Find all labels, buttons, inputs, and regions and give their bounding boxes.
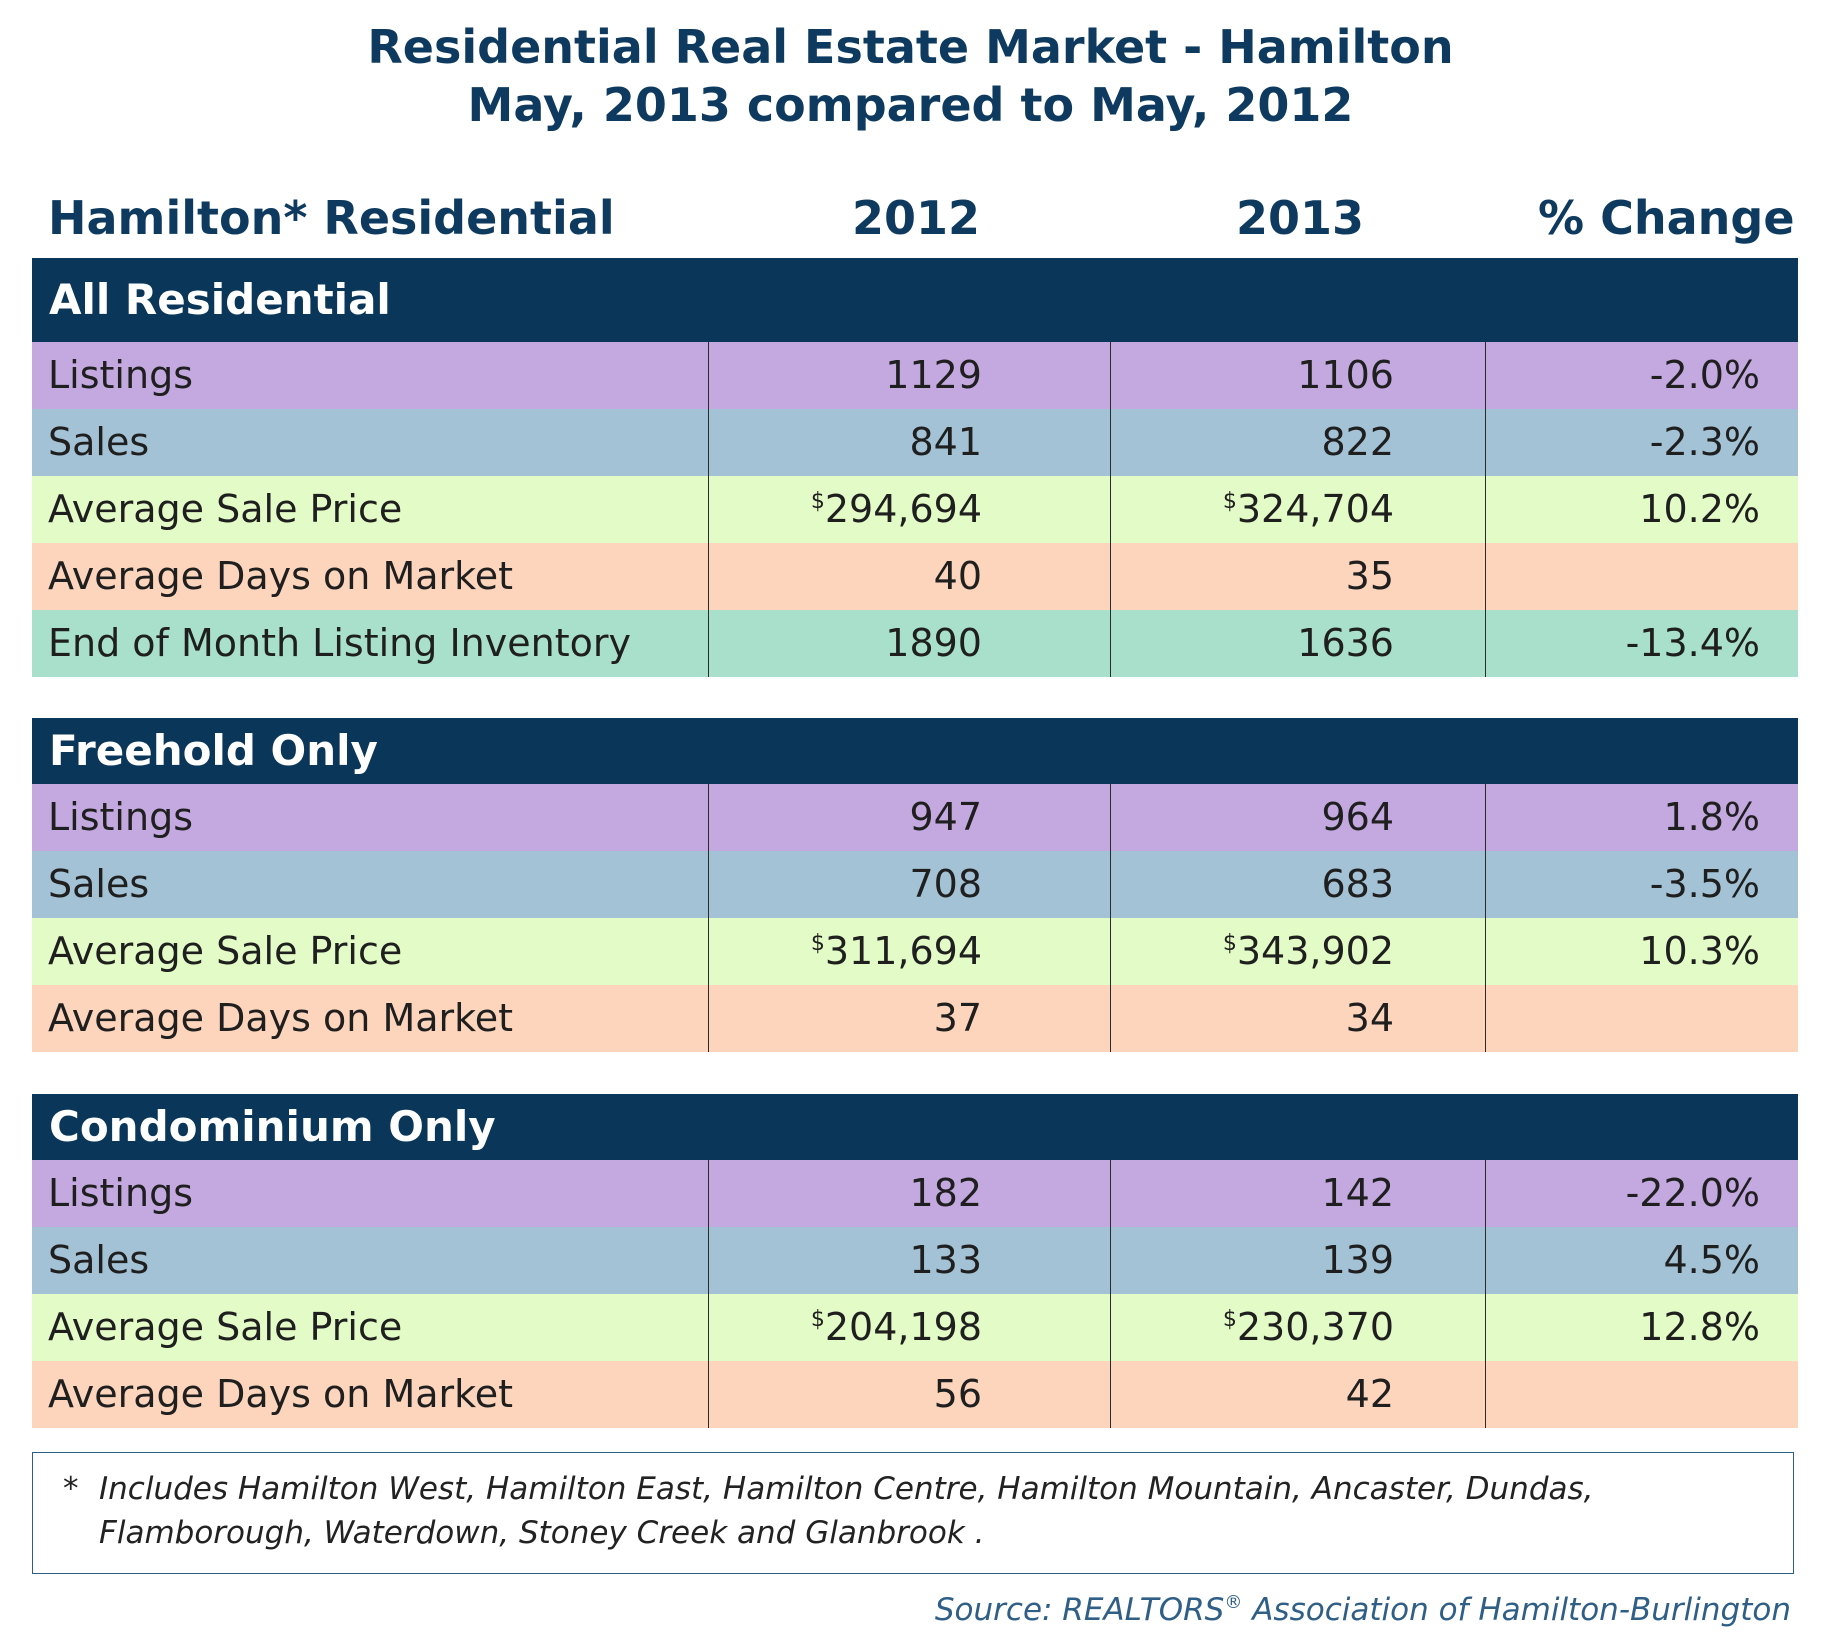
value-2013: 34 — [1111, 985, 1486, 1052]
title-line-1: Residential Real Estate Market - Hamilto… — [367, 20, 1454, 74]
value-change: -2.3% — [1649, 420, 1760, 464]
row-label: Listings — [32, 1160, 709, 1227]
row-label: Average Sale Price — [32, 918, 709, 985]
value-2013: $230,370 — [1111, 1294, 1486, 1361]
value-2012: $294,694 — [709, 476, 1111, 543]
value-2012: 1129 — [709, 342, 1111, 409]
table-row-days-on-market: Average Days on Market 56 42 — [32, 1361, 1798, 1428]
value-change: 12.8% — [1639, 1305, 1760, 1349]
table-row-average-sale-price: Average Sale Price $311,694 $343,902 10.… — [32, 918, 1798, 985]
currency-symbol: $ — [1222, 489, 1237, 514]
column-header-label: Hamilton* Residential — [48, 191, 615, 245]
currency-symbol: $ — [810, 1307, 825, 1332]
value-change: -13.4% — [1625, 621, 1760, 665]
value-2012: 56 — [709, 1361, 1111, 1428]
value-2012: 841 — [709, 409, 1111, 476]
row-label: End of Month Listing Inventory — [32, 610, 709, 677]
value-2013: $343,902 — [1111, 918, 1486, 985]
value-2012: 947 — [709, 784, 1111, 851]
value-change: -22.0% — [1625, 1171, 1760, 1215]
row-label: Average Days on Market — [32, 543, 709, 610]
value-change: -2.0% — [1649, 353, 1760, 397]
row-label: Average Days on Market — [32, 1361, 709, 1428]
source-credit: Source: REALTORS® Association of Hamilto… — [935, 1592, 1791, 1628]
row-label: Sales — [32, 409, 709, 476]
value-2013: $324,704 — [1111, 476, 1486, 543]
value-2012: 40 — [709, 543, 1111, 610]
registered-mark: ® — [1224, 1592, 1243, 1613]
row-label: Average Days on Market — [32, 985, 709, 1052]
table-row-average-sale-price: Average Sale Price $294,694 $324,704 10.… — [32, 476, 1798, 543]
value-2013: 35 — [1111, 543, 1486, 610]
section-all-residential: All Residential Listings 1129 1106 -2.0%… — [32, 258, 1798, 677]
section-title: Condominium Only — [32, 1094, 1798, 1160]
table-row-days-on-market: Average Days on Market 40 35 — [32, 543, 1798, 610]
value-2013: 142 — [1111, 1160, 1486, 1227]
currency-symbol: $ — [1222, 1307, 1237, 1332]
price-value: 230,370 — [1236, 1305, 1394, 1349]
row-label: Sales — [32, 1227, 709, 1294]
currency-symbol: $ — [1222, 931, 1237, 956]
table-row-listings: Listings 182 142 -22.0% — [32, 1160, 1798, 1227]
value-2012: 1890 — [709, 610, 1111, 677]
price-value: 324,704 — [1236, 487, 1394, 531]
value-change: 10.3% — [1639, 929, 1760, 973]
footnote-box: * Includes Hamilton West, Hamilton East,… — [32, 1452, 1794, 1574]
price-value: 343,902 — [1236, 929, 1394, 973]
section-condominium-only: Condominium Only Listings 182 142 -22.0%… — [32, 1094, 1798, 1428]
value-change: 4.5% — [1663, 1238, 1760, 1282]
value-2012: 708 — [709, 851, 1111, 918]
column-header-2013: 2013 — [1236, 191, 1365, 245]
table-row-listings: Listings 947 964 1.8% — [32, 784, 1798, 851]
value-2012: $311,694 — [709, 918, 1111, 985]
table-row-sales: Sales 708 683 -3.5% — [32, 851, 1798, 918]
table-row-days-on-market: Average Days on Market 37 34 — [32, 985, 1798, 1052]
table-row-listing-inventory: End of Month Listing Inventory 1890 1636… — [32, 610, 1798, 677]
value-change — [1486, 543, 1798, 610]
row-label: Average Sale Price — [32, 476, 709, 543]
row-label: Listings — [32, 342, 709, 409]
value-2013: 42 — [1111, 1361, 1486, 1428]
row-label: Listings — [32, 784, 709, 851]
row-label: Sales — [32, 851, 709, 918]
title-line-2: May, 2013 compared to May, 2012 — [467, 78, 1354, 132]
footnote-text: Includes Hamilton West, Hamilton East, H… — [99, 1471, 1594, 1551]
section-title: Freehold Only — [32, 718, 1798, 784]
value-2013: 964 — [1111, 784, 1486, 851]
value-2012: 182 — [709, 1160, 1111, 1227]
value-change: -3.5% — [1649, 862, 1760, 906]
price-value: 294,694 — [824, 487, 982, 531]
footnote-marker: * — [63, 1471, 79, 1507]
table-row-sales: Sales 133 139 4.5% — [32, 1227, 1798, 1294]
source-suffix: Association of Hamilton-Burlington — [1242, 1592, 1791, 1628]
column-header-change: % Change — [1538, 191, 1795, 245]
currency-symbol: $ — [810, 489, 825, 514]
value-change: 1.8% — [1663, 795, 1760, 839]
source-prefix: Source: REALTORS — [934, 1592, 1225, 1628]
section-title: All Residential — [32, 258, 1798, 342]
table-row-listings: Listings 1129 1106 -2.0% — [32, 342, 1798, 409]
column-header-2012: 2012 — [852, 191, 981, 245]
page-title: Residential Real Estate Market - Hamilto… — [0, 18, 1821, 134]
value-2012: $204,198 — [709, 1294, 1111, 1361]
table-row-average-sale-price: Average Sale Price $204,198 $230,370 12.… — [32, 1294, 1798, 1361]
value-change: 10.2% — [1639, 487, 1760, 531]
value-2013: 683 — [1111, 851, 1486, 918]
section-freehold-only: Freehold Only Listings 947 964 1.8% Sale… — [32, 718, 1798, 1052]
value-change — [1486, 1361, 1798, 1428]
value-2013: 1636 — [1111, 610, 1486, 677]
row-label: Average Sale Price — [32, 1294, 709, 1361]
value-change — [1486, 985, 1798, 1052]
value-2013: 139 — [1111, 1227, 1486, 1294]
price-value: 311,694 — [824, 929, 982, 973]
value-2012: 133 — [709, 1227, 1111, 1294]
value-2013: 1106 — [1111, 342, 1486, 409]
value-2013: 822 — [1111, 409, 1486, 476]
value-2012: 37 — [709, 985, 1111, 1052]
currency-symbol: $ — [810, 931, 825, 956]
table-row-sales: Sales 841 822 -2.3% — [32, 409, 1798, 476]
price-value: 204,198 — [824, 1305, 982, 1349]
